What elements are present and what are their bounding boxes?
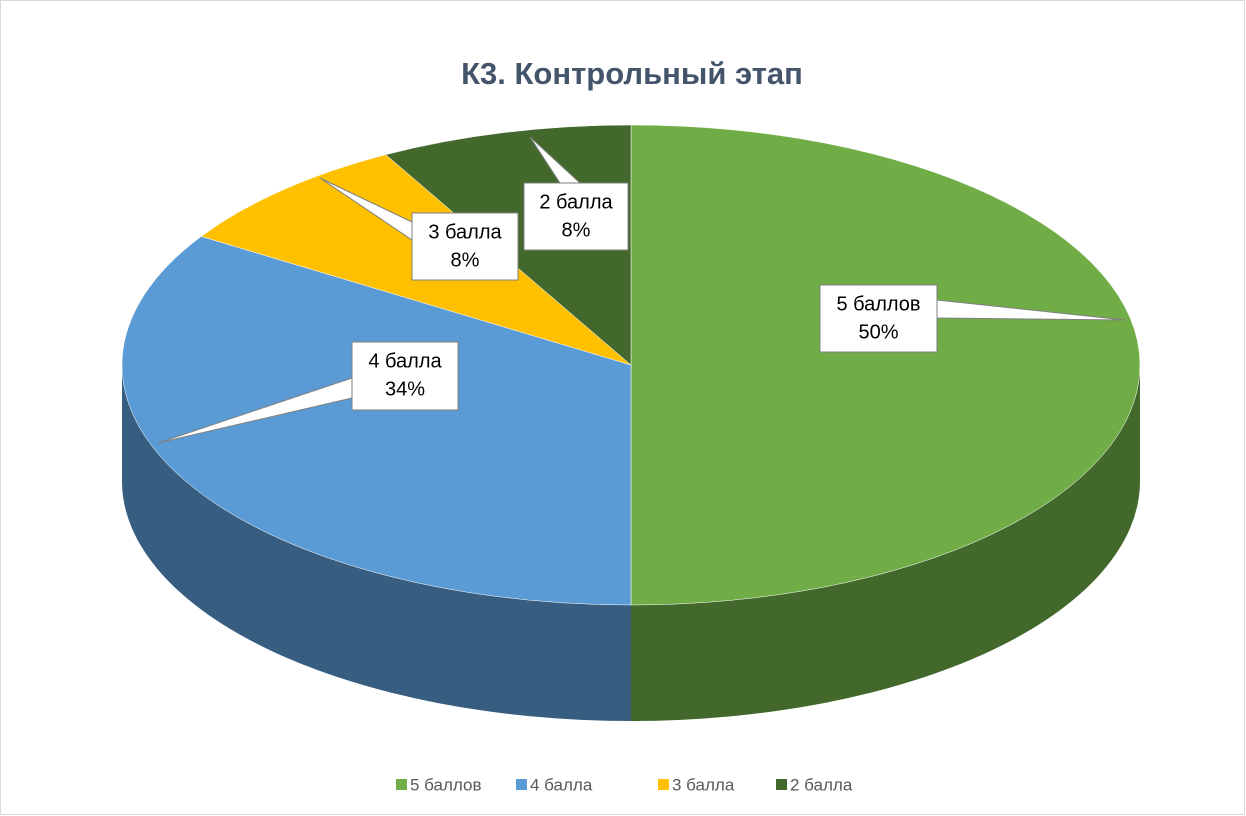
label-value: 34% xyxy=(385,378,425,400)
label-cover xyxy=(353,343,457,409)
pie-slice xyxy=(630,124,1141,606)
pie-slice xyxy=(121,236,632,606)
legend-swatch xyxy=(396,779,407,790)
data-label: 3 балла 8% xyxy=(319,177,519,281)
legend-label: 3 балла xyxy=(672,775,735,794)
label-cover xyxy=(821,286,936,351)
label-category: 4 балла xyxy=(368,350,442,372)
legend-label: 5 баллов xyxy=(410,775,482,794)
label-cover xyxy=(525,184,627,249)
label-value: 8% xyxy=(562,219,591,241)
chart-title: К3. Контрольный этап xyxy=(461,56,803,91)
pie-side xyxy=(631,365,1140,721)
legend-swatch xyxy=(658,779,669,790)
label-category: 5 баллов xyxy=(836,293,920,315)
data-label: 5 баллов 50% xyxy=(819,284,1126,353)
label-category: 3 балла xyxy=(428,221,502,243)
legend-swatch xyxy=(516,779,527,790)
pie-side xyxy=(122,365,631,721)
legend-swatch xyxy=(776,779,787,790)
legend-label: 4 балла xyxy=(530,775,593,794)
data-label: 4 балла 34% xyxy=(157,341,459,444)
legend-label: 2 балла xyxy=(790,775,853,794)
label-category: 2 балла xyxy=(539,191,613,213)
label-value: 50% xyxy=(858,321,898,343)
data-label: 2 балла 8% xyxy=(523,136,629,251)
label-value: 8% xyxy=(451,249,480,271)
label-cover xyxy=(413,214,517,279)
